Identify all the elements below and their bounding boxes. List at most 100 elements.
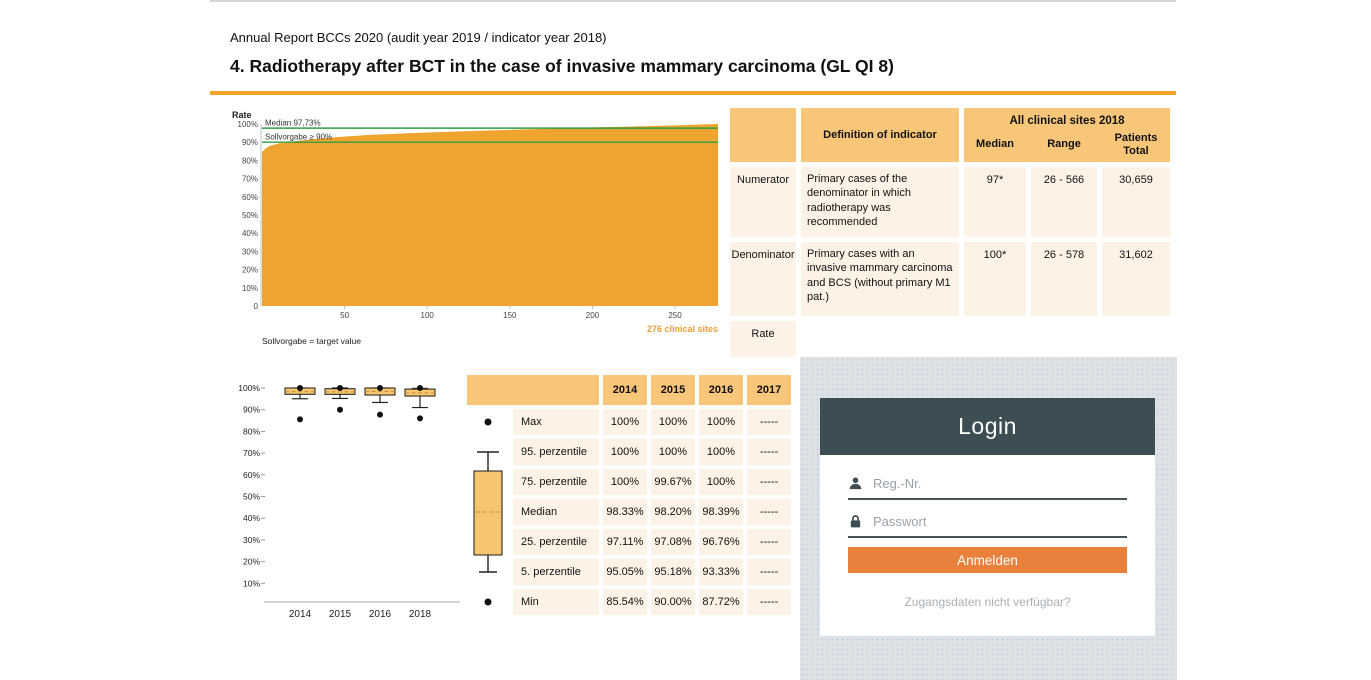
percentile-table: 2014 2015 2016 2017 Max 100% 100% 100% ----- 95. … — [467, 375, 791, 615]
regnr-input[interactable] — [873, 475, 1127, 491]
indicator-patients-cell: 31,602 — [1102, 242, 1170, 316]
percentile-value: 100% — [651, 439, 695, 465]
percentile-value: 98.33% — [603, 499, 647, 525]
percentile-value: ----- — [747, 439, 791, 465]
password-input[interactable] — [873, 513, 1127, 529]
percentile-value: 87.72% — [699, 589, 743, 615]
indicator-range-cell: 26 - 566 — [1031, 167, 1097, 237]
percentile-value: 100% — [699, 409, 743, 435]
indicator-table: Definition of indicator All clinical site… — [730, 108, 1170, 357]
percentile-year-header: 2014 — [603, 375, 647, 405]
rate-y-tick: 30% — [242, 247, 258, 256]
percentile-row-label: Max — [513, 409, 599, 435]
login-title: Login — [958, 413, 1017, 439]
rate-y-tick: 70% — [242, 175, 258, 184]
page-title: 4. Radiotherapy after BCT in the case of… — [230, 56, 894, 76]
percentile-value: 100% — [699, 469, 743, 495]
indicator-median-cell: 100* — [964, 242, 1026, 316]
indicator-table-corner — [730, 108, 796, 162]
indicator-range-cell — [1031, 321, 1097, 357]
percentile-value: 98.39% — [699, 499, 743, 525]
rate-x-tick: 50 — [340, 311, 349, 320]
indicator-range-cell: 26 - 578 — [1031, 242, 1097, 316]
box-y-tick: 60% — [243, 470, 260, 480]
rate-y-tick: 60% — [242, 193, 258, 202]
percentile-value: ----- — [747, 409, 791, 435]
rate-x-tick: 150 — [503, 311, 517, 320]
percentile-row-label: 25. perzentile — [513, 529, 599, 555]
box-y-tick: 80% — [243, 426, 260, 436]
title-rule — [210, 91, 1176, 95]
box-y-tick: 50% — [243, 492, 260, 502]
boxplot-glyph-cell — [467, 559, 509, 585]
percentile-value: 93.33% — [699, 559, 743, 585]
boxplot-2014: 2014 — [284, 385, 316, 620]
definition-of-indicator-header: Definition of indicator — [801, 108, 959, 162]
rate-y-tick: 80% — [242, 156, 258, 165]
login-header: Login — [820, 398, 1155, 455]
percentile-value: ----- — [747, 499, 791, 525]
percentile-row-label: Min — [513, 589, 599, 615]
top-divider — [210, 0, 1176, 2]
rate-y-tick: 20% — [242, 266, 258, 275]
percentile-value: 100% — [603, 469, 647, 495]
box-y-tick: 40% — [243, 513, 260, 523]
boxplot-glyph-cell — [467, 409, 509, 435]
group-subheaders: Median Range Patients Total — [964, 127, 1170, 162]
indicator-subheader: Range — [1047, 138, 1081, 151]
indicator-row-label: Numerator — [730, 167, 796, 237]
boxplot-glyph-cell — [467, 529, 509, 555]
anmelden-button[interactable]: Anmelden — [848, 547, 1127, 573]
percentile-value: 96.76% — [699, 529, 743, 555]
indicator-subheader: Patients Total — [1114, 131, 1158, 157]
percentile-row-label: Median — [513, 499, 599, 525]
percentile-value: 99.67% — [651, 469, 695, 495]
login-body: Anmelden Zugangsdaten nicht verfügbar? — [820, 468, 1155, 609]
percentile-value: 95.18% — [651, 559, 695, 585]
box-x-label: 2015 — [329, 609, 352, 620]
rate-x-tick: 250 — [668, 311, 682, 320]
percentile-value: ----- — [747, 589, 791, 615]
indicator-definition-cell — [801, 321, 959, 357]
box-y-tick: 30% — [243, 535, 260, 545]
rate-y-tick: 50% — [242, 211, 258, 220]
percentile-value: ----- — [747, 559, 791, 585]
boxplot-glyph-cell — [467, 439, 509, 465]
percentile-value: 97.11% — [603, 529, 647, 555]
percentile-value: ----- — [747, 469, 791, 495]
percentile-table-corner — [467, 375, 599, 405]
rate-y-tick: 10% — [242, 284, 258, 293]
target-line-label: Sollvorgabe ≥ 90% — [265, 133, 332, 142]
box-y-tick: 90% — [243, 405, 260, 415]
indicator-median-cell — [964, 321, 1026, 357]
all-clinical-sites-group-header: All clinical sites 2018 Median Range Patien… — [964, 108, 1170, 162]
box-y-tick: 100% — [238, 383, 260, 393]
yearly-boxplot-chart: 100% 90% 80% 70% 60% 50% 40% 30% 20% 10% 2014 2015 2… — [238, 383, 460, 620]
percentile-value: 98.20% — [651, 499, 695, 525]
user-icon — [848, 476, 863, 491]
percentile-year-header: 2016 — [699, 375, 743, 405]
indicator-patients-cell — [1102, 321, 1170, 357]
regnr-field-row — [848, 468, 1127, 500]
boxplot-2016: 2016 — [364, 385, 396, 620]
indicator-definition-cell: Primary cases with an invasive mammary c… — [801, 242, 959, 316]
percentile-value: 100% — [603, 409, 647, 435]
rate-axis-title: Rate — [232, 110, 252, 120]
percentile-value: 100% — [603, 439, 647, 465]
login-card: Login Anmelden Zugangsdaten nicht verfüg… — [820, 398, 1155, 636]
percentile-row-label: 95. perzentile — [513, 439, 599, 465]
indicator-row-label: Denominator — [730, 242, 796, 316]
credentials-help-link[interactable]: Zugangsdaten nicht verfügbar? — [904, 595, 1071, 609]
box-y-tick: 70% — [243, 448, 260, 458]
boxplot-2015: 2015 — [324, 385, 356, 620]
percentile-value: 97.08% — [651, 529, 695, 555]
percentile-value: ----- — [747, 529, 791, 555]
lock-icon — [848, 514, 863, 529]
indicator-definition-cell: Primary cases of the denominator in whic… — [801, 167, 959, 237]
sollvorgabe-footnote: Sollvorgabe = target value — [262, 336, 361, 346]
report-subtitle: Annual Report BCCs 2020 (audit year 2019… — [230, 30, 607, 45]
rate-y-tick: 100% — [238, 120, 258, 129]
indicator-median-cell: 97* — [964, 167, 1026, 237]
